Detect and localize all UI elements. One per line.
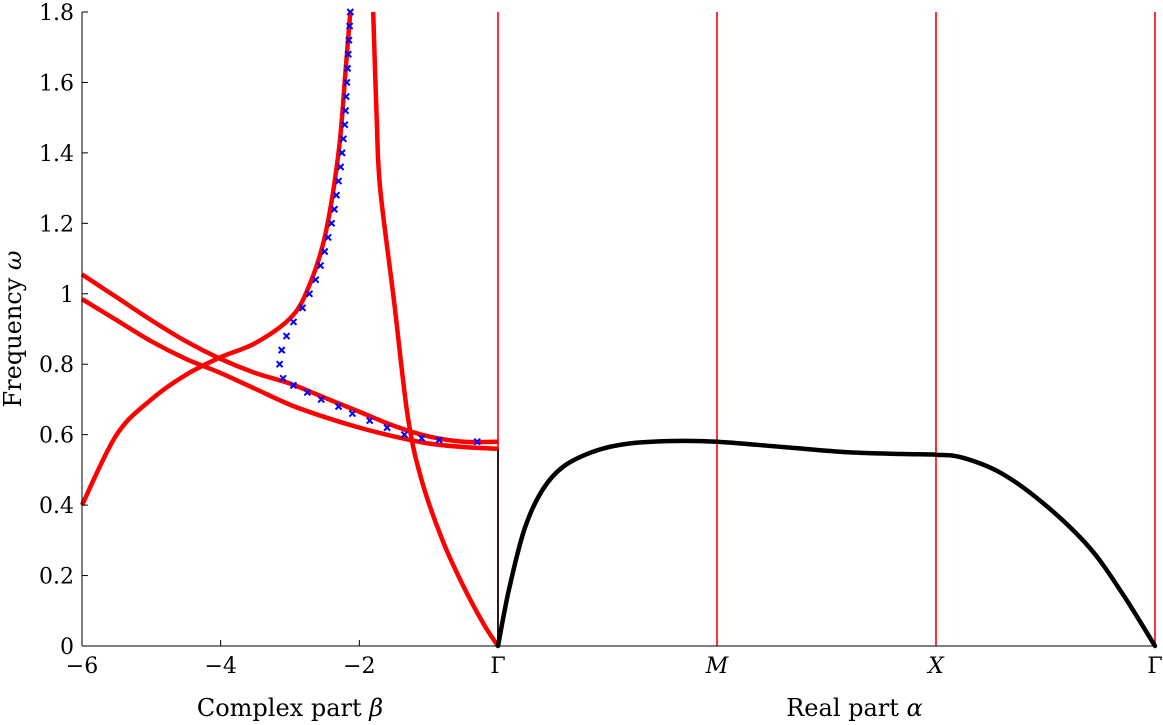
symmetry-lines: [497, 12, 1156, 646]
right-x-axis-title: Real part α: [786, 694, 923, 722]
right-x-tick-label-1: M: [705, 654, 729, 679]
y-tick-label-4: 0.8: [39, 353, 74, 378]
marker-point-17: [320, 247, 329, 256]
right-x-tick-label-0: Γ: [490, 654, 505, 679]
marker-point-21: [298, 304, 307, 312]
marker-point-19: [311, 275, 320, 284]
y-tick-label-8: 1.6: [39, 71, 74, 96]
marker-point-0: [346, 8, 355, 16]
marker-point-22: [289, 318, 298, 326]
marker-point-9: [339, 135, 348, 143]
right-x-tick-label-3: Γ: [1147, 654, 1162, 679]
y-axis-title: Frequency ω: [0, 250, 27, 407]
marker-point-27: [289, 381, 298, 390]
marker-point-3: [344, 50, 352, 58]
marker-point-37: [473, 438, 481, 446]
real-band-0: [495, 438, 1158, 649]
left-x-tick-label-0: −6: [66, 654, 98, 679]
marker-point-16: [324, 233, 332, 242]
y-tick-label-6: 1.2: [39, 212, 74, 237]
left-x-tick-label-2: −2: [343, 654, 375, 679]
marker-point-11: [336, 163, 345, 171]
series-layer: [79, 11, 1158, 649]
complex-branch-0: [80, 272, 499, 445]
marker-point-33: [383, 423, 391, 432]
marker-point-26: [279, 374, 287, 383]
marker-point-1: [345, 22, 354, 30]
complex-branch-3: [370, 11, 500, 648]
marker-point-8: [341, 121, 349, 129]
marker-point-23: [282, 332, 291, 340]
marker-point-6: [342, 92, 350, 101]
left-x-axis-title: Complex part β: [197, 694, 383, 722]
y-tick-label-3: 0.6: [39, 424, 74, 449]
marker-point-28: [303, 388, 312, 397]
y-tick-label-9: 1.8: [39, 1, 74, 26]
y-tick-label-2: 0.4: [39, 494, 74, 519]
marker-point-24: [277, 346, 286, 354]
y-tick-label-0: 0: [60, 635, 74, 660]
marker-point-7: [341, 106, 350, 115]
axes: [81, 11, 1155, 647]
marker-point-29: [317, 395, 325, 404]
left-x-tick-label-1: −4: [204, 654, 236, 679]
marker-point-4: [343, 64, 352, 73]
marker-point-35: [418, 434, 426, 442]
marker-point-34: [400, 430, 409, 439]
marker-point-15: [327, 219, 336, 228]
marker-point-20: [305, 290, 314, 298]
marker-point-12: [334, 177, 343, 185]
markers-layer: [275, 8, 481, 446]
y-tick-label-7: 1.4: [39, 142, 74, 167]
marker-point-2: [345, 36, 353, 44]
y-tick-label-1: 0.2: [39, 565, 74, 590]
complex-branch-1: [80, 297, 499, 452]
marker-point-36: [435, 436, 443, 444]
marker-point-32: [366, 416, 374, 425]
marker-point-25: [275, 360, 284, 368]
marker-point-10: [338, 149, 346, 157]
y-tick-label-5: 1: [60, 283, 74, 308]
complex-branch-2: [79, 11, 353, 507]
right-x-tick-label-2: X: [926, 654, 945, 679]
marker-point-14: [330, 205, 339, 213]
marker-point-5: [343, 78, 351, 87]
marker-point-30: [334, 402, 343, 411]
marker-point-13: [332, 191, 341, 199]
marker-point-18: [316, 261, 325, 270]
marker-point-31: [348, 409, 357, 418]
